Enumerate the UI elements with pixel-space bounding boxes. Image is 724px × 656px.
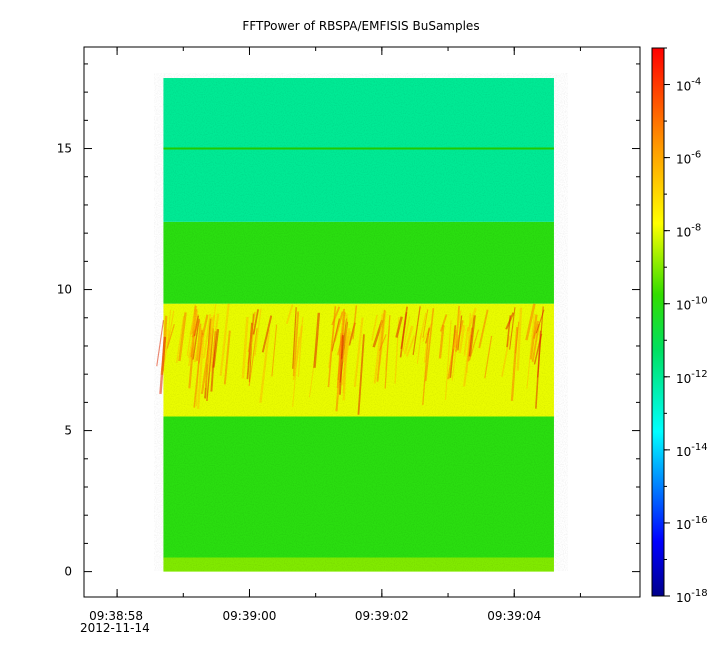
y-tick-label: 10 [57, 283, 72, 297]
x-tick-label: 09:39:00 [223, 609, 277, 623]
colorbar-tick-label: 10-4 [676, 77, 701, 94]
colorbar-tick-label: 10-12 [676, 369, 708, 386]
x-tick-label: 09:39:04 [487, 609, 541, 623]
colorbar-tick-label: 10-8 [676, 223, 701, 240]
x-axis: 09:38:58 09:39:00 09:39:02 09:39:04 [89, 47, 581, 623]
y-tick-label: 15 [57, 142, 72, 156]
x-tick-label: 09:38:58 [89, 609, 143, 623]
y-tick-label: 0 [64, 565, 72, 579]
colorbar-tick-label: 10-10 [676, 296, 708, 313]
y-tick-label: 5 [64, 424, 72, 438]
spectrogram-noise-overlay [154, 73, 568, 571]
x-axis-date-label: 2012-11-14 [80, 621, 150, 635]
colorbar [651, 47, 665, 597]
x-tick-label: 09:39:02 [355, 609, 409, 623]
y-axis: 0 5 10 15 [57, 63, 640, 579]
colorbar-tick-label: 10-16 [676, 515, 708, 532]
chart-title: FFTPower of RBSPA/EMFISIS BuSamples [242, 19, 479, 33]
colorbar-tick-label: 10-18 [676, 588, 708, 605]
colorbar-axis: 10-18 10-16 10-14 10-12 10-10 10-8 10-6 10-4 [664, 47, 708, 605]
colorbar-tick-label: 10-14 [676, 442, 708, 459]
colorbar-tick-label: 10-6 [676, 150, 701, 167]
